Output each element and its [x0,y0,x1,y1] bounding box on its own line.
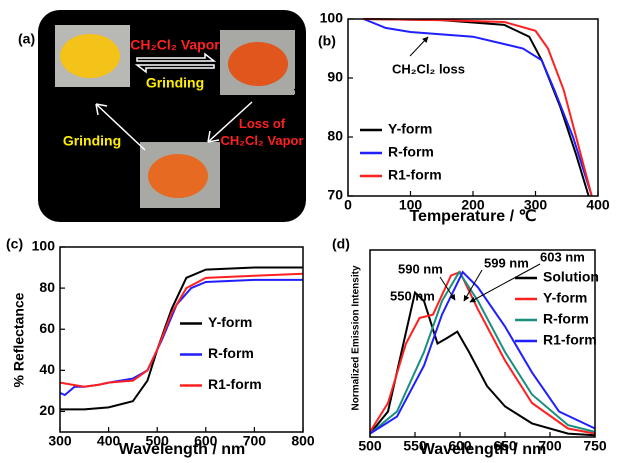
legend-label: R-form [388,144,434,160]
y-tick-label: 80 [39,279,55,295]
x-axis-title: Wavelength / nm [420,441,547,458]
legend-label: R1-form [388,167,442,183]
x-tick-label: 400 [97,433,121,449]
legend-label: R1-form [543,332,597,348]
annotation: 603 nm [540,249,585,264]
grinding-label-2: Grinding [63,133,121,149]
y-tick-label: 70 [327,187,343,203]
panel-label: (c) [6,236,23,252]
legend-label: Y-form [543,290,587,306]
x-tick-label: 500 [358,438,382,454]
y-tick-label: 80 [327,128,343,144]
legend-label: R1-form [208,376,262,392]
annotation-arrow [410,37,428,56]
x-tick-label: 0 [344,197,352,213]
panel-label: (b) [318,33,336,49]
x-axis-title: Temperature / ℃ [409,208,536,225]
legend-label: Solution [543,269,599,285]
series-line [60,274,303,387]
legend-label: Y-form [388,121,432,137]
r1-powder [148,154,208,198]
y-axis-title: Normalized Emission Intensity [351,265,362,410]
annotation: 599 nm [484,255,529,270]
grinding-label: Grinding [146,75,204,91]
panel-a: (a) CH₂Cl₂ Vapor Grinding Grinding Loss … [18,10,306,222]
red-powder [228,42,288,86]
y-axis-title: TG / % [291,86,307,130]
y-tick-label: 100 [320,10,344,26]
x-tick-label: 400 [586,197,610,213]
annotation: 550 nm [390,288,435,303]
figure: (a) CH₂Cl₂ Vapor Grinding Grinding Loss … [0,0,617,458]
x-tick-label: 300 [48,433,72,449]
y-tick-label: 40 [39,361,55,377]
legend-label: Y-form [208,314,252,330]
legend-label: R-form [208,345,254,361]
panel-label: (a) [18,31,35,47]
x-tick-label: 750 [583,438,607,454]
panel-label: (d) [332,236,350,252]
legend-label: R-form [543,311,589,327]
y-tick-label: 20 [39,402,55,418]
annotation: 590 nm [398,261,443,276]
vapor-label: CH₂Cl₂ Vapor [130,37,220,53]
x-tick-label: 700 [243,433,267,449]
y-axis-title: % Reflectance [11,292,27,387]
yellow-powder [60,34,120,78]
y-tick-label: 60 [39,320,55,336]
x-tick-label: 800 [291,433,315,449]
series-line [60,268,303,410]
x-axis-title: Wavelength / nm [119,441,246,458]
annotation: CH₂Cl₂ loss [392,61,465,76]
y-tick-label: 100 [32,238,56,254]
y-tick-label: 90 [327,69,343,85]
